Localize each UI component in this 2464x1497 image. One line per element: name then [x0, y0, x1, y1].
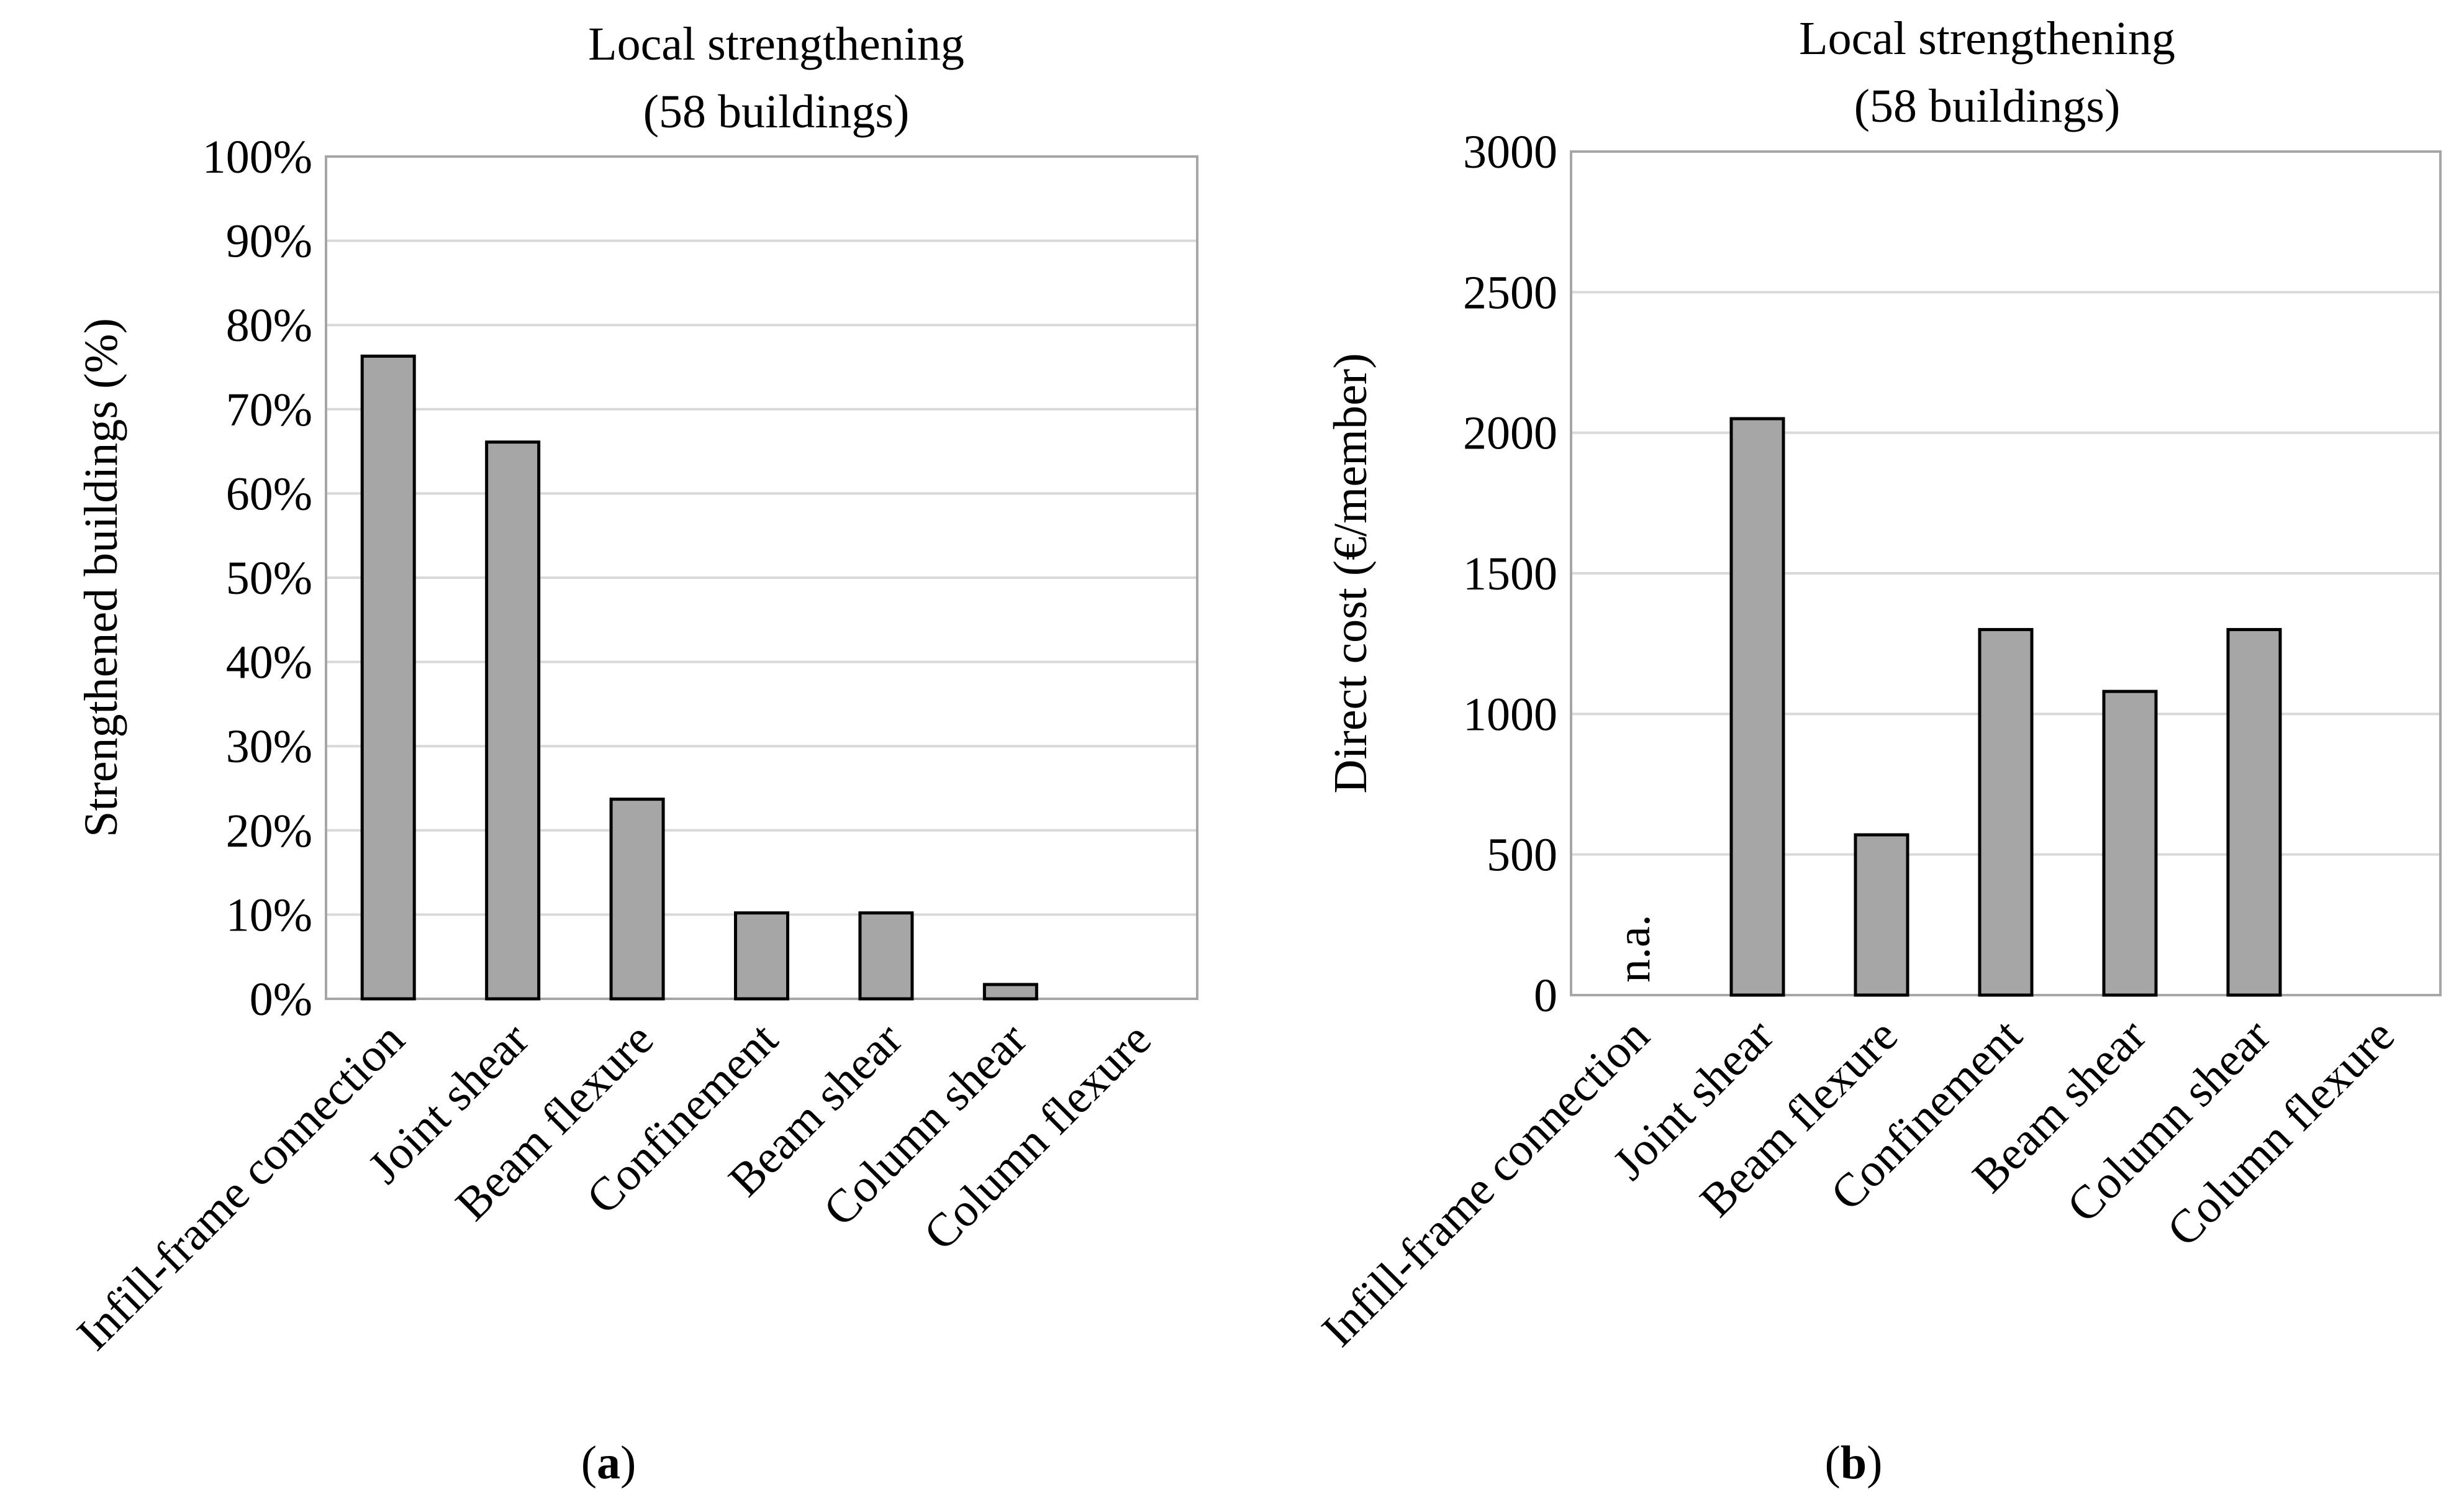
bar-3: [609, 798, 665, 1001]
y-tick-label: 0%: [250, 973, 312, 1026]
bar-4: [1978, 628, 2034, 997]
y-tick-label: 2500: [1463, 266, 1557, 319]
y-tick-label: 3000: [1463, 126, 1557, 178]
bar-6: [982, 983, 1038, 1001]
bar-5: [2102, 689, 2158, 997]
y-tick-label: 70%: [226, 384, 312, 436]
bar-4: [734, 911, 789, 1001]
y-tick-label: 90%: [226, 216, 312, 268]
chart-title: Local strengthening: [1799, 12, 2175, 65]
y-axis-label: Strengthened buildings (%): [75, 318, 127, 837]
bar-2: [485, 440, 541, 1001]
chart-panel-b: 0 500 1000 1500 2000 2500 3000 Infill-frame con…: [1312, 12, 2442, 1489]
y-tick-label: 60%: [226, 468, 312, 520]
panel-label: (a): [581, 1437, 636, 1489]
y-tick-label: 1000: [1463, 688, 1557, 740]
x-category-label: Column flexure: [914, 1013, 1161, 1260]
y-tick-label: 500: [1487, 829, 1557, 881]
bar-1: [360, 354, 416, 1001]
na-annotation: n.a.: [1608, 914, 1660, 983]
y-tick-label: 1500: [1463, 548, 1557, 600]
chart-title: Local strengthening: [588, 18, 964, 70]
y-tick-label: 100%: [202, 131, 312, 183]
bar-6: [2226, 628, 2282, 997]
y-tick-label: 50%: [226, 552, 312, 604]
y-tick-label: 40%: [226, 637, 312, 689]
panel-label: (b): [1825, 1437, 1883, 1489]
bar-2: [1729, 417, 1785, 997]
bar-3: [1854, 833, 1909, 997]
y-tick-label: 30%: [226, 721, 312, 773]
chart-subtitle: (58 buildings): [643, 86, 910, 138]
y-tick-label: 2000: [1463, 407, 1557, 460]
y-tick-label: 0: [1534, 970, 1557, 1022]
x-category-label: Infill-frame connection: [67, 1013, 414, 1360]
x-category-label: Infill-frame connection: [1312, 1009, 1659, 1357]
y-tick-label: 20%: [226, 805, 312, 857]
y-tick-label: 80%: [226, 299, 312, 352]
y-tick-label: 10%: [226, 889, 312, 941]
chart-panel-a: 0% 10% 20% 30% 40% 50% 60% 70% 80% 90% 100% Infill-…: [67, 18, 1198, 1489]
chart-subtitle: (58 buildings): [1854, 80, 2121, 132]
bar-5: [858, 911, 914, 1001]
x-category-label: Column flexure: [2157, 1009, 2404, 1257]
y-axis-label: Direct cost (€/member): [1325, 353, 1377, 793]
